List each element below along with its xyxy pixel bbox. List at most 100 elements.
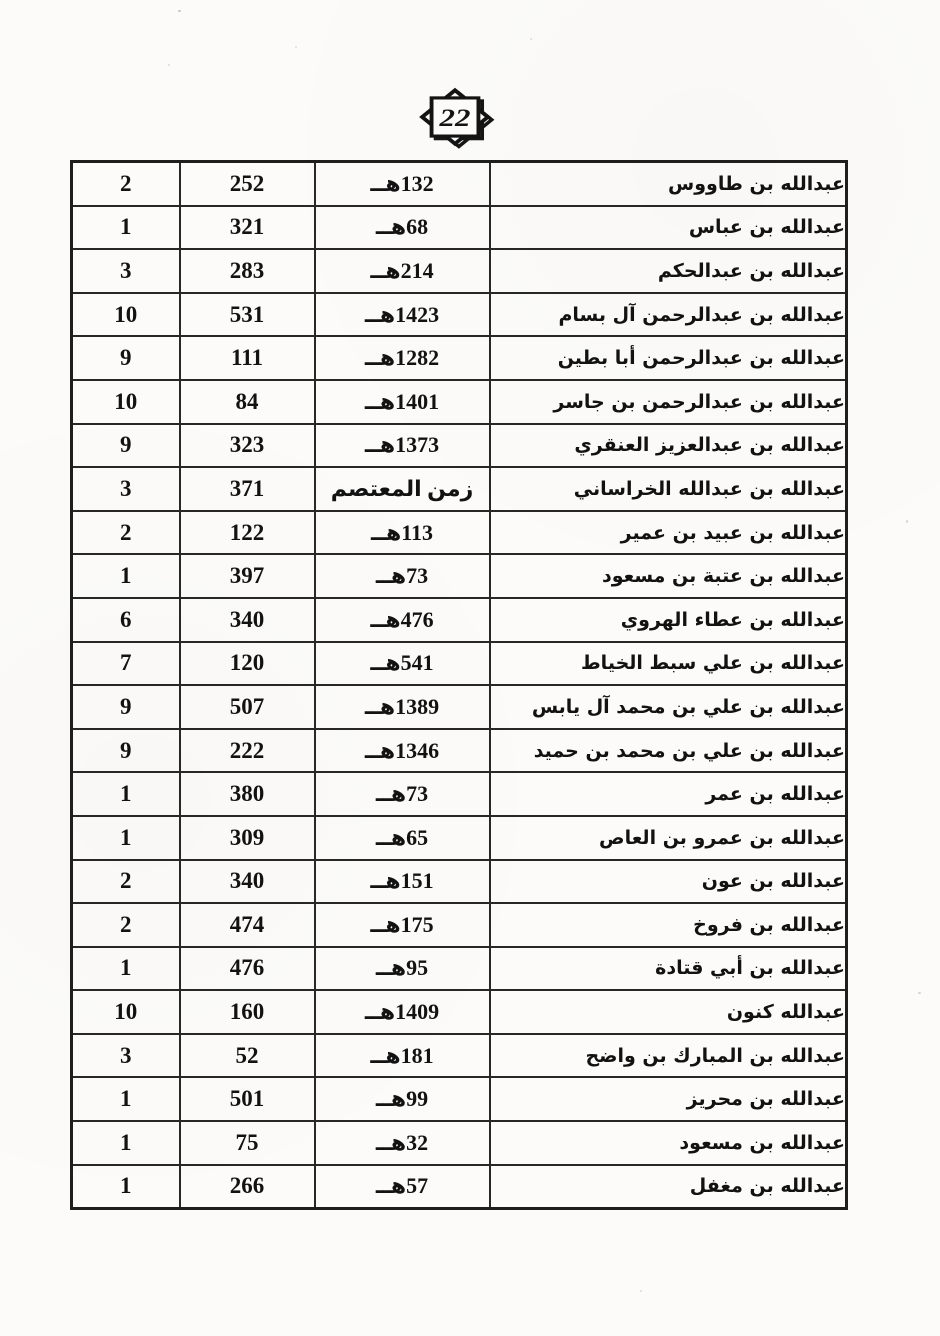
table-row: 2 252 132هــ عبدالله بن طاووس (70, 160, 848, 207)
cell-count: 1 (70, 1163, 181, 1210)
cell-name: عبدالله بن عمر (488, 771, 848, 817)
cell-date: 1346هــ (313, 727, 491, 774)
table-row: 2 474 175هــ عبدالله بن فروخ (70, 902, 848, 948)
cell-name: عبدالله بن عتبة بن مسعود (488, 553, 848, 599)
cell-name: عبدالله بن علي سبط الخياط (488, 640, 848, 687)
cell-name: عبدالله بن فروخ (488, 902, 848, 948)
cell-date: 151هــ (313, 858, 491, 905)
cell-count: 1 (70, 1076, 181, 1123)
scan-speck (906, 520, 908, 523)
cell-count: 9 (70, 727, 181, 774)
cell-date: 1282هــ (313, 335, 491, 381)
cell-number: 323 (178, 422, 316, 469)
table-row: 3 52 181هــ عبدالله بن المبارك بن واضح (70, 1032, 848, 1079)
cell-name: عبدالله بن محريز (488, 1076, 848, 1123)
cell-count: 1 (70, 204, 181, 251)
cell-count: 2 (70, 160, 181, 207)
scan-speck (168, 64, 170, 66)
narrators-table-body: 2 252 132هــ عبدالله بن طاووس 1 321 68هــ عبدال… (70, 160, 848, 1210)
cell-date: 73هــ (313, 553, 491, 599)
table-row: 1 380 73هــ عبدالله بن عمر (70, 771, 848, 817)
cell-count: 9 (70, 335, 181, 381)
cell-name: عبدالله بن عبدالعزيز العنقري (488, 422, 848, 469)
cell-count: 10 (70, 989, 181, 1035)
cell-date: 214هــ (313, 248, 491, 294)
cell-date: 1423هــ (313, 291, 491, 338)
page-number-badge: 22 (412, 82, 498, 152)
cell-date: زمن المعتصم (313, 466, 491, 512)
table-row: 1 321 68هــ عبدالله بن عباس (70, 204, 848, 251)
cell-count: 2 (70, 509, 181, 556)
cell-number: 474 (178, 902, 316, 948)
cell-date: 1409هــ (313, 989, 491, 1035)
cell-count: 1 (70, 814, 181, 861)
cell-name: عبدالله بن عبدالرحمن آل بسام (488, 291, 848, 338)
table-row: 10 160 1409هــ عبدالله كنون (70, 989, 848, 1035)
cell-name: عبدالله بن عمرو بن العاص (488, 814, 848, 861)
cell-date: 65هــ (313, 814, 491, 861)
cell-name: عبدالله بن علي بن محمد آل يابس (488, 684, 848, 730)
cell-count: 3 (70, 1032, 181, 1079)
cell-name: عبدالله بن عبدالرحمن بن جاسر (488, 378, 848, 425)
table-row: 7 120 541هــ عبدالله بن علي سبط الخياط (70, 640, 848, 687)
cell-name: عبدالله بن طاووس (488, 160, 848, 207)
cell-number: 340 (178, 596, 316, 643)
cell-name: عبدالله بن عبدالرحمن أبا بطين (488, 335, 848, 381)
cell-date: 1389هــ (313, 684, 491, 730)
cell-date: 175هــ (313, 902, 491, 948)
cell-number: 309 (178, 814, 316, 861)
cell-name: عبدالله بن مسعود (488, 1120, 848, 1166)
cell-number: 222 (178, 727, 316, 774)
cell-count: 3 (70, 466, 181, 512)
cell-date: 181هــ (313, 1032, 491, 1079)
cell-date: 113هــ (313, 509, 491, 556)
scan-speck (530, 38, 532, 40)
table-row: 6 340 476هــ عبدالله بن عطاء الهروي (70, 596, 848, 643)
cell-number: 120 (178, 640, 316, 687)
cell-name: عبدالله بن عباس (488, 204, 848, 251)
table-row: 1 266 57هــ عبدالله بن مغفل (70, 1163, 848, 1210)
cell-name: عبدالله بن عبدالله الخراساني (488, 466, 848, 512)
cell-number: 283 (178, 248, 316, 294)
cell-count: 10 (70, 291, 181, 338)
page-number: 22 (438, 105, 470, 133)
cell-date: 57هــ (313, 1163, 491, 1210)
cell-number: 507 (178, 684, 316, 730)
cell-date: 541هــ (313, 640, 491, 687)
table-row: 3 283 214هــ عبدالله بن عبدالحكم (70, 248, 848, 294)
cell-number: 122 (178, 509, 316, 556)
cell-number: 75 (178, 1120, 316, 1166)
table-row: 9 111 1282هــ عبدالله بن عبدالرحمن أبا بطين (70, 335, 848, 381)
cell-name: عبدالله بن المبارك بن واضح (488, 1032, 848, 1079)
table-row: 9 323 1373هــ عبدالله بن عبدالعزيز العنقري (70, 422, 848, 469)
cell-date: 99هــ (313, 1076, 491, 1123)
table-row: 2 122 113هــ عبدالله بن عبيد بن عمير (70, 509, 848, 556)
cell-count: 3 (70, 248, 181, 294)
table-row: 9 222 1346هــ عبدالله بن علي بن محمد بن حمي… (70, 727, 848, 774)
cell-count: 1 (70, 945, 181, 992)
cell-count: 9 (70, 422, 181, 469)
cell-number: 476 (178, 945, 316, 992)
table-row: 1 501 99هــ عبدالله بن محريز (70, 1076, 848, 1123)
cell-count: 6 (70, 596, 181, 643)
table-row: 1 476 95هــ عبدالله بن أبي قتادة (70, 945, 848, 992)
cell-name: عبدالله بن عون (488, 858, 848, 905)
table-row: 1 397 73هــ عبدالله بن عتبة بن مسعود (70, 553, 848, 599)
star-ornament-icon: 22 (419, 87, 495, 149)
cell-date: 95هــ (313, 945, 491, 992)
cell-name: عبدالله بن أبي قتادة (488, 945, 848, 992)
table-row: 10 84 1401هــ عبدالله بن عبدالرحمن بن جاسر (70, 378, 848, 425)
table-row: 10 531 1423هــ عبدالله بن عبدالرحمن آل بسام (70, 291, 848, 338)
cell-count: 7 (70, 640, 181, 687)
table-row: 2 340 151هــ عبدالله بن عون (70, 858, 848, 905)
cell-count: 1 (70, 1120, 181, 1166)
narrators-table: 2 252 132هــ عبدالله بن طاووس 1 321 68هــ عبدال… (70, 160, 848, 1211)
cell-number: 380 (178, 771, 316, 817)
cell-count: 1 (70, 553, 181, 599)
cell-name: عبدالله كنون (488, 989, 848, 1035)
cell-count: 2 (70, 902, 181, 948)
cell-date: 1401هــ (313, 378, 491, 425)
cell-date: 32هــ (313, 1120, 491, 1166)
cell-date: 476هــ (313, 596, 491, 643)
cell-count: 1 (70, 771, 181, 817)
